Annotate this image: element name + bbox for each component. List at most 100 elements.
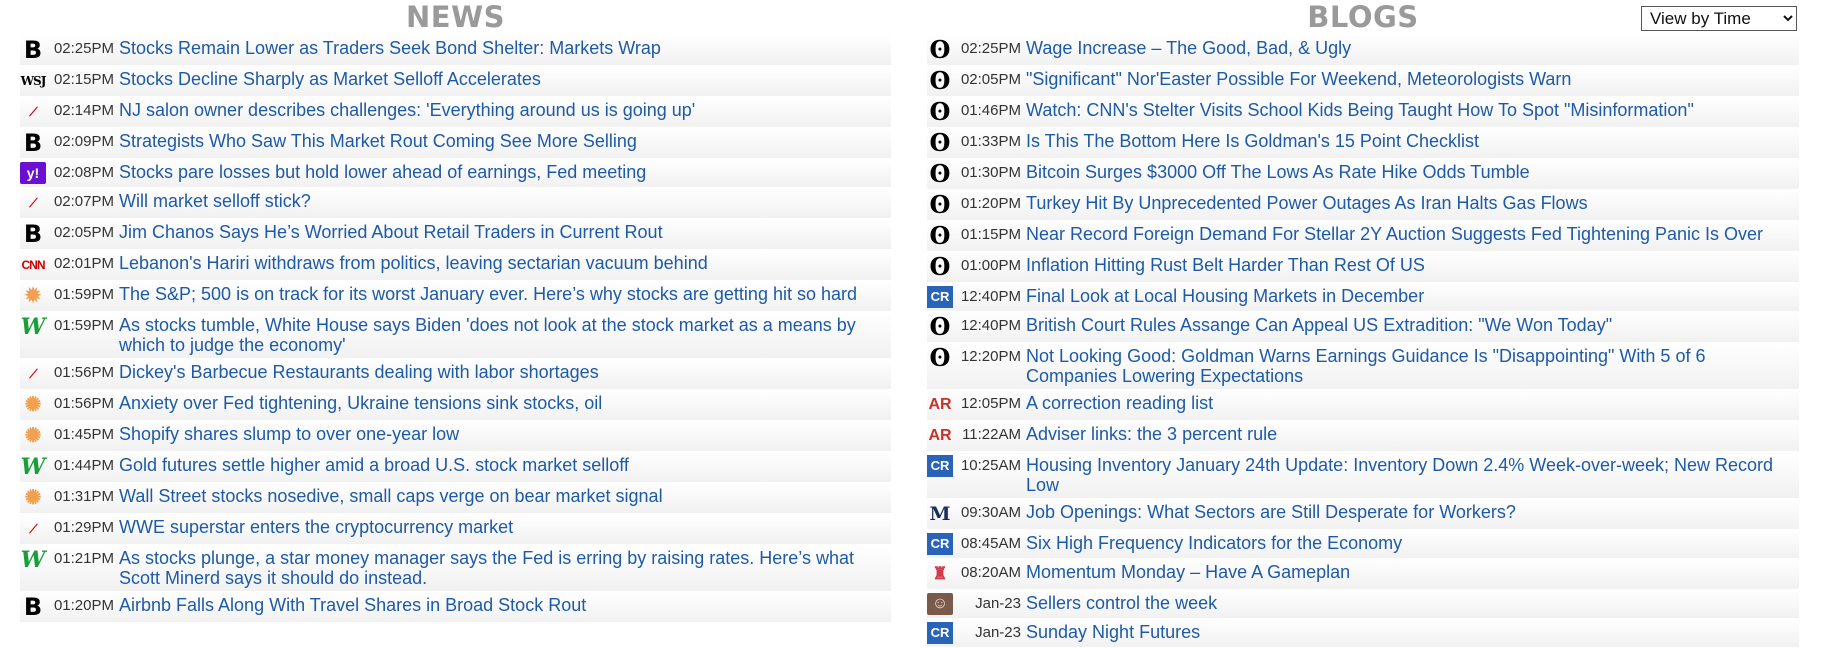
blogs-item-headline-link[interactable]: Final Look at Local Housing Markets in D… — [1026, 286, 1425, 306]
news-item-headline-link[interactable]: Airbnb Falls Along With Travel Shares in… — [119, 595, 587, 615]
yahoo-icon: y! — [20, 162, 46, 184]
blogs-item-headline-link[interactable]: A correction reading list — [1026, 393, 1214, 413]
blogs-item-headline-link[interactable]: Sellers control the week — [1026, 593, 1218, 613]
zerohedge-icon: ʘ — [929, 128, 951, 157]
author-avatar-icon: ☺ — [927, 593, 953, 615]
news-item-headline-link[interactable]: Stocks pare losses but hold lower ahead … — [119, 162, 647, 182]
calculated-risk-icon: CR — [927, 622, 953, 644]
marketwatch-icon: W — [20, 547, 46, 573]
cnbc-icon: ✹ — [24, 285, 42, 307]
zerohedge-icon: ʘ — [929, 312, 951, 341]
news-item: CNN 02:01PM Lebanon's Hariri withdraws fro… — [20, 250, 891, 281]
blogs-item-time: 01:46PM — [960, 102, 1021, 119]
cnn-icon: CNN — [21, 258, 46, 272]
news-item-time: 01:59PM — [53, 317, 114, 334]
news-item: W 01:21PM As stocks plunge, a star money m… — [20, 545, 891, 592]
blogs-item-headline-link[interactable]: Momentum Monday – Have A Gameplan — [1026, 562, 1351, 582]
blogs-item-time: 08:45AM — [960, 535, 1021, 552]
news-item-headline-link[interactable]: Stocks Decline Sharply as Market Selloff… — [119, 69, 541, 89]
fox-business-icon: ⟋ — [29, 105, 37, 119]
news-item-headline-link[interactable]: As stocks plunge, a star money manager s… — [119, 548, 855, 588]
news-item-headline-link[interactable]: Lebanon's Hariri withdraws from politics… — [119, 253, 708, 273]
blogs-item-time: 01:00PM — [960, 257, 1021, 274]
blogs-item-time: 02:05PM — [960, 71, 1021, 88]
mish-icon: M — [929, 503, 951, 525]
blogs-item-headline-link[interactable]: Bitcoin Surges $3000 Off The Lows As Rat… — [1026, 162, 1530, 182]
news-item-headline-link[interactable]: As stocks tumble, White House says Biden… — [119, 315, 856, 355]
marketwatch-icon: W — [20, 454, 46, 480]
reuters-icon: ✺ — [24, 425, 42, 447]
news-item-time: 01:56PM — [53, 364, 114, 381]
blogs-item-headline-link[interactable]: Watch: CNN's Stelter Visits School Kids … — [1026, 100, 1694, 120]
zerohedge-icon: ʘ — [929, 159, 951, 188]
news-item-time: 02:14PM — [53, 102, 114, 119]
blogs-item-headline-link[interactable]: Is This The Bottom Here Is Goldman's 15 … — [1026, 131, 1479, 151]
rocket-icon: ♜ — [932, 564, 948, 583]
news-item-time: 02:08PM — [53, 164, 114, 181]
blogs-item: ☺ Jan-23 Sellers control the week — [927, 590, 1799, 619]
blogs-item: ʘ 02:25PM Wage Increase – The Good, Bad, &… — [927, 35, 1799, 66]
zerohedge-icon: ʘ — [929, 35, 951, 64]
blogs-item-headline-link[interactable]: Housing Inventory January 24th Update: I… — [1026, 455, 1774, 495]
blogs-item: CR 10:25AM Housing Inventory January 24th … — [927, 452, 1799, 499]
news-item-headline-link[interactable]: The S&P; 500 is on track for its worst J… — [119, 284, 857, 304]
news-item-headline-link[interactable]: Stocks Remain Lower as Traders Seek Bond… — [119, 38, 661, 58]
news-item-time: 01:21PM — [53, 550, 114, 567]
news-item-headline-link[interactable]: Gold futures settle higher amid a broad … — [119, 455, 629, 475]
reuters-icon: ✺ — [24, 487, 42, 509]
news-item: ⟋ 01:29PM WWE superstar enters the cryptoc… — [20, 514, 891, 545]
news-item: ⟋ 02:07PM Will market selloff stick? — [20, 188, 891, 219]
news-item-time: 01:31PM — [53, 488, 114, 505]
news-item-headline-link[interactable]: Dickey's Barbecue Restaurants dealing wi… — [119, 362, 599, 382]
news-item-headline-link[interactable]: Shopify shares slump to over one-year lo… — [119, 424, 460, 444]
fox-business-icon: ⟋ — [29, 367, 37, 381]
news-item-headline-link[interactable]: WWE superstar enters the cryptocurrency … — [119, 517, 514, 537]
news-column: NEWS B 02:25PM Stocks Remain Lower as Trad… — [20, 0, 891, 623]
news-item: ✹ 01:59PM The S&P; 500 is on track for its… — [20, 281, 891, 312]
blogs-item-headline-link[interactable]: Sunday Night Futures — [1026, 622, 1201, 642]
blogs-column: BLOGS ʘ 02:25PM Wage Increase – The Good, … — [927, 0, 1799, 648]
news-item-time: 02:01PM — [53, 255, 114, 272]
news-item: B 02:09PM Strategists Who Saw This Market … — [20, 128, 891, 159]
blogs-item-headline-link[interactable]: Near Record Foreign Demand For Stellar 2… — [1026, 224, 1764, 244]
news-item-headline-link[interactable]: Anxiety over Fed tightening, Ukraine ten… — [119, 393, 603, 413]
abnormal-returns-icon: AR — [928, 427, 952, 444]
blogs-item-time: 12:05PM — [960, 395, 1021, 412]
bloomberg-icon: B — [23, 220, 43, 248]
news-item-time: 02:09PM — [53, 133, 114, 150]
blogs-item: ʘ 01:15PM Near Record Foreign Demand For S… — [927, 221, 1799, 252]
blogs-item-headline-link[interactable]: Not Looking Good: Goldman Warns Earnings… — [1026, 346, 1706, 386]
wsj-icon: WSJ — [20, 74, 47, 88]
blogs-item-headline-link[interactable]: Inflation Hitting Rust Belt Harder Than … — [1026, 255, 1425, 275]
blogs-item-headline-link[interactable]: Job Openings: What Sectors are Still Des… — [1026, 502, 1516, 522]
blogs-item-headline-link[interactable]: Wage Increase – The Good, Bad, & Ugly — [1026, 38, 1352, 58]
bloomberg-icon: B — [23, 593, 43, 621]
news-item-time: 01:20PM — [53, 597, 114, 614]
news-item-headline-link[interactable]: Jim Chanos Says He’s Worried About Retai… — [119, 222, 663, 242]
blogs-item-time: Jan-23 — [975, 595, 1021, 612]
blogs-item-headline-link[interactable]: Six High Frequency Indicators for the Ec… — [1026, 533, 1403, 553]
news-item-time: 01:56PM — [53, 395, 114, 412]
news-item-headline-link[interactable]: NJ salon owner describes challenges: 'Ev… — [119, 100, 696, 120]
blogs-item-time: 12:40PM — [960, 317, 1021, 334]
news-item-headline-link[interactable]: Strategists Who Saw This Market Rout Com… — [119, 131, 637, 151]
blogs-item-time: 11:22AM — [962, 426, 1021, 443]
zerohedge-icon: ʘ — [929, 252, 951, 281]
blogs-item: ʘ 01:30PM Bitcoin Surges $3000 Off The Low… — [927, 159, 1799, 190]
news-item-headline-link[interactable]: Wall Street stocks nosedive, small caps … — [119, 486, 663, 506]
news-item-headline-link[interactable]: Will market selloff stick? — [119, 191, 311, 211]
blogs-item-time: 09:30AM — [960, 504, 1021, 521]
blogs-item-time: Jan-23 — [975, 624, 1021, 641]
blogs-item-headline-link[interactable]: "Significant" Nor'Easter Possible For We… — [1026, 69, 1572, 89]
blogs-item-headline-link[interactable]: British Court Rules Assange Can Appeal U… — [1026, 315, 1613, 335]
news-item-time: 02:07PM — [53, 193, 114, 210]
fox-business-icon: ⟋ — [29, 196, 37, 210]
news-item: B 02:05PM Jim Chanos Says He’s Worried Abo… — [20, 219, 891, 250]
blogs-item-headline-link[interactable]: Turkey Hit By Unprecedented Power Outage… — [1026, 193, 1588, 213]
blogs-item: CR Jan-23 Sunday Night Futures — [927, 619, 1799, 648]
blogs-item-headline-link[interactable]: Adviser links: the 3 percent rule — [1026, 424, 1278, 444]
news-item: ⟋ 02:14PM NJ salon owner describes challen… — [20, 97, 891, 128]
blogs-item-time: 01:30PM — [960, 164, 1021, 181]
news-item-time: 02:25PM — [53, 40, 114, 57]
view-by-select[interactable]: View by Time — [1641, 6, 1797, 31]
